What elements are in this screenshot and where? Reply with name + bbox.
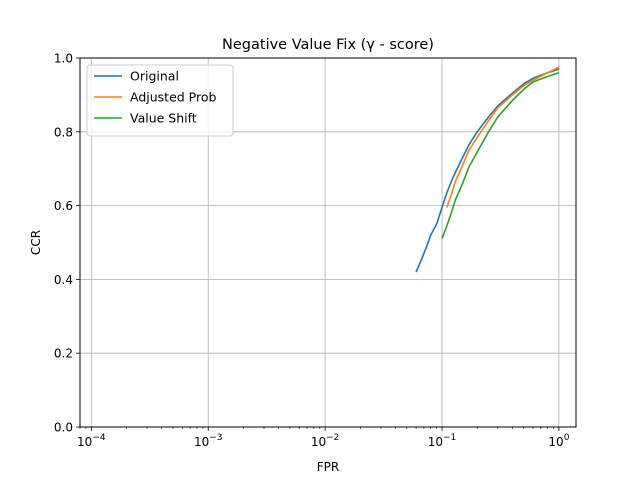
legend-label-adjusted-prob: Adjusted Prob [130, 90, 217, 105]
x-tick-label: 10−3 [194, 433, 223, 449]
y-tick-label: 0.4 [54, 273, 73, 287]
y-tick-label: 0.0 [54, 421, 73, 435]
x-tick-label: 10−2 [311, 433, 340, 449]
x-tick-label: 10−4 [77, 433, 106, 449]
legend: Original Adjusted Prob Value Shift [86, 64, 234, 137]
legend-label-original: Original [130, 69, 179, 84]
series-line-value-shift [441, 71, 560, 240]
y-tick-label: 0.2 [54, 347, 73, 361]
plot-frame [79, 57, 577, 428]
legend-label-value-shift: Value Shift [130, 111, 197, 126]
x-tick-label: 100 [548, 433, 569, 449]
y-axis-label: CCR [29, 230, 43, 255]
chart-title: Negative Value Fix (γ - score) [222, 37, 434, 53]
legend-box [86, 64, 234, 137]
x-axis-label: FPR [317, 460, 339, 474]
y-tick-label: 0.6 [54, 199, 73, 213]
series-line-original [415, 68, 560, 273]
y-tick-label: 0.8 [54, 125, 73, 139]
series-line-adjusted-prob [446, 66, 560, 208]
x-tick-label: 10−1 [428, 433, 457, 449]
series-layer [415, 66, 560, 273]
y-tick-label: 1.0 [54, 52, 73, 66]
ticks-layer: 10−4 10−3 10−2 10−1 100 0.0 0.2 0.4 0.6 0.8 1.0 [54, 52, 570, 450]
